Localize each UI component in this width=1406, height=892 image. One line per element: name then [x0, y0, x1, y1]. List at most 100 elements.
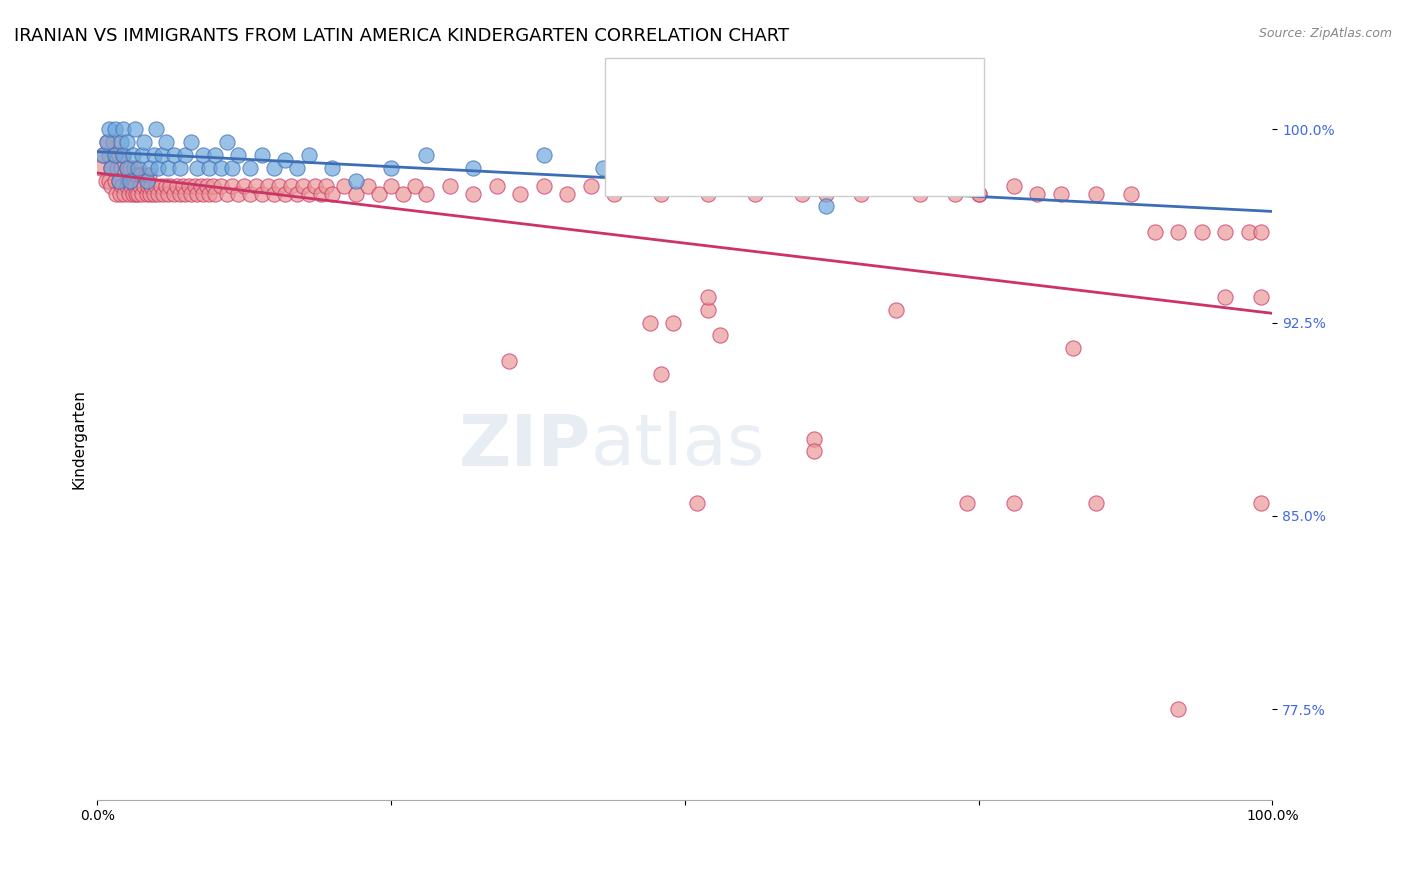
- Point: [415, 148, 437, 162]
- Point: [150, 148, 173, 162]
- Point: [198, 186, 221, 201]
- Point: [209, 178, 232, 193]
- Point: [228, 186, 250, 201]
- Point: [195, 178, 218, 193]
- Point: [127, 169, 149, 183]
- Point: [122, 161, 145, 175]
- Point: [768, 178, 790, 193]
- Point: [139, 161, 162, 175]
- Point: [198, 161, 221, 175]
- Point: [117, 173, 139, 187]
- Point: [148, 161, 170, 175]
- Point: [1121, 186, 1143, 201]
- Point: [463, 186, 485, 201]
- Point: [1085, 186, 1108, 201]
- Point: [124, 122, 146, 136]
- Point: [1002, 178, 1025, 193]
- Point: [250, 186, 273, 201]
- Point: [315, 178, 337, 193]
- Point: [134, 135, 156, 149]
- Point: [156, 186, 179, 201]
- Point: [215, 186, 238, 201]
- Point: [380, 161, 402, 175]
- Point: [1026, 186, 1049, 201]
- Point: [104, 173, 127, 187]
- Point: [215, 135, 238, 149]
- Point: [155, 135, 177, 149]
- Point: [128, 178, 150, 193]
- Point: [1002, 496, 1025, 510]
- Point: [112, 148, 135, 162]
- Point: [142, 148, 165, 162]
- Point: [124, 178, 146, 193]
- Point: [245, 178, 267, 193]
- Point: [180, 135, 202, 149]
- Point: [201, 178, 224, 193]
- Point: [104, 148, 127, 162]
- Text: ZIP: ZIP: [458, 411, 591, 481]
- Point: [96, 135, 118, 149]
- Point: [967, 186, 990, 201]
- Point: [280, 178, 302, 193]
- Point: [115, 161, 138, 175]
- Point: [169, 161, 191, 175]
- Point: [115, 135, 138, 149]
- Point: [145, 178, 167, 193]
- Point: [356, 178, 378, 193]
- Point: [1143, 225, 1166, 239]
- Point: [110, 161, 132, 175]
- Point: [100, 161, 122, 175]
- Point: [309, 186, 332, 201]
- Point: [803, 444, 825, 458]
- Point: [221, 178, 243, 193]
- Point: [112, 186, 135, 201]
- Point: [111, 178, 134, 193]
- Point: [256, 178, 278, 193]
- Point: [263, 161, 285, 175]
- Point: [108, 186, 131, 201]
- Point: [172, 178, 194, 193]
- Point: [121, 148, 143, 162]
- Point: [120, 161, 142, 175]
- Point: [142, 186, 165, 201]
- Point: [184, 178, 207, 193]
- Point: [204, 186, 226, 201]
- Point: [814, 186, 837, 201]
- Point: [415, 186, 437, 201]
- Point: [463, 161, 485, 175]
- Point: [100, 178, 122, 193]
- Point: [943, 186, 966, 201]
- Point: [112, 122, 135, 136]
- Point: [627, 178, 650, 193]
- Point: [204, 148, 226, 162]
- Point: [932, 178, 955, 193]
- Point: [135, 169, 157, 183]
- Point: [533, 148, 555, 162]
- Point: [221, 161, 243, 175]
- Point: [269, 178, 291, 193]
- Point: [380, 178, 402, 193]
- Text: -0.146: -0.146: [665, 129, 718, 147]
- Point: [186, 186, 208, 201]
- Point: [814, 178, 837, 193]
- Point: [803, 432, 825, 446]
- Point: [101, 135, 124, 149]
- Text: R =: R =: [640, 129, 676, 147]
- Point: [1085, 496, 1108, 510]
- Point: [673, 178, 696, 193]
- Point: [1215, 225, 1237, 239]
- Point: [105, 161, 128, 175]
- Point: [285, 161, 308, 175]
- Point: [120, 178, 142, 193]
- Point: [135, 186, 157, 201]
- Point: [886, 302, 908, 317]
- Point: [159, 178, 181, 193]
- Y-axis label: Kindergarten: Kindergarten: [72, 389, 86, 489]
- Text: N =: N =: [724, 129, 761, 147]
- Point: [1250, 225, 1272, 239]
- Point: [344, 186, 367, 201]
- Point: [115, 178, 138, 193]
- Point: [91, 148, 114, 162]
- Point: [1250, 496, 1272, 510]
- Point: [163, 148, 186, 162]
